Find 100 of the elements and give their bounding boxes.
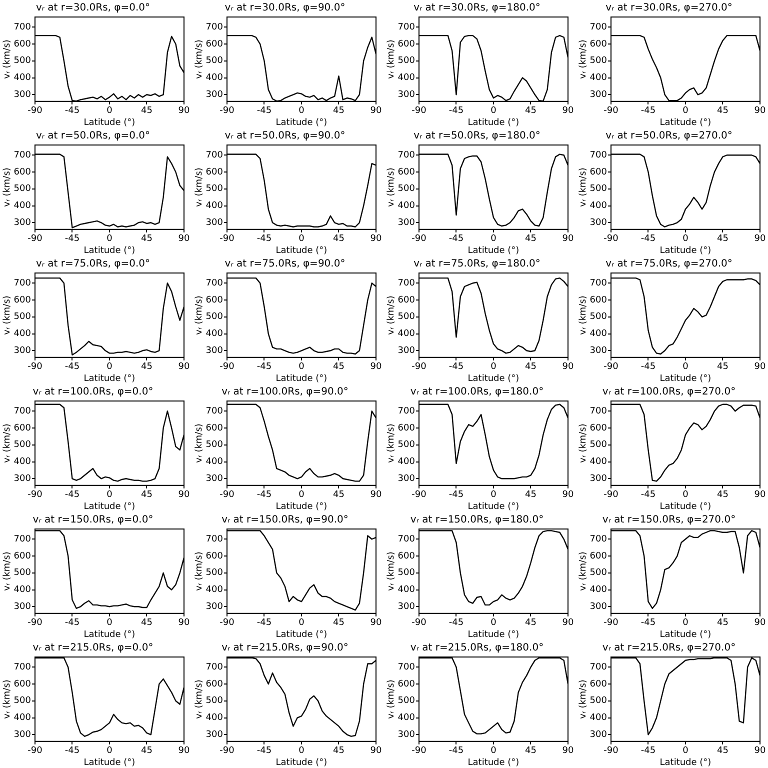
x-axis-title: Latitude (°) — [660, 374, 712, 384]
x-tick-label: -90 — [604, 490, 619, 500]
y-axis-title: vᵣ (km/s) — [194, 552, 205, 591]
y-axis-title: vᵣ (km/s) — [2, 680, 13, 719]
x-tick-label: 90 — [562, 490, 574, 500]
y-tick-label: 400 — [14, 585, 32, 596]
x-tick-label: 45 — [525, 234, 536, 244]
x-tick-label: 45 — [141, 618, 152, 628]
y-tick-label: 300 — [206, 90, 224, 100]
x-tick-label: 45 — [141, 746, 152, 756]
y-axis-title: vᵣ (km/s) — [2, 40, 13, 79]
y-tick-label: 300 — [590, 602, 608, 612]
x-tick-label: -45 — [448, 106, 464, 116]
chart-title: vᵣ at r=215.0Rs, φ=180.0° — [410, 642, 544, 654]
x-tick-label: 90 — [754, 106, 766, 116]
x-tick-label: 45 — [141, 362, 152, 372]
x-axis-title: Latitude (°) — [468, 630, 520, 640]
y-tick-label: 500 — [398, 696, 416, 706]
y-tick-label: 500 — [590, 184, 608, 194]
x-tick-label: 90 — [754, 234, 766, 244]
x-tick-label: -90 — [28, 106, 43, 116]
y-tick-label: 700 — [398, 406, 416, 416]
y-tick-label: 300 — [14, 474, 32, 484]
x-axis-title: Latitude (°) — [660, 502, 712, 512]
x-tick-label: 0 — [490, 490, 497, 500]
x-tick-label: 90 — [178, 490, 190, 500]
y-tick-label: 300 — [398, 218, 416, 228]
x-tick-label: -90 — [28, 618, 43, 628]
y-axis-title: vᵣ (km/s) — [2, 296, 13, 335]
x-tick-label: -90 — [604, 618, 619, 628]
chart-title: vᵣ at r=75.0Rs, φ=180.0° — [414, 258, 540, 270]
x-tick-label: 0 — [490, 746, 497, 756]
x-tick-label: -45 — [640, 746, 656, 756]
y-tick-label: 600 — [590, 423, 608, 434]
y-tick-label: 500 — [590, 440, 608, 450]
y-tick-label: 300 — [398, 90, 416, 100]
y-tick-label: 300 — [590, 90, 608, 100]
y-tick-label: 300 — [14, 218, 32, 228]
x-tick-label: 45 — [525, 362, 536, 372]
y-tick-label: 700 — [14, 22, 32, 32]
x-tick-label: -45 — [256, 106, 272, 116]
x-tick-label: 45 — [333, 618, 344, 628]
y-axis-title: vᵣ (km/s) — [386, 680, 397, 719]
x-axis-title: Latitude (°) — [468, 246, 520, 256]
chart-title: vᵣ at r=50.0Rs, φ=270.0° — [606, 130, 732, 142]
y-axis-title: vᵣ (km/s) — [578, 296, 589, 335]
x-tick-label: 90 — [370, 746, 382, 756]
x-tick-label: -45 — [256, 362, 272, 372]
x-axis-title: Latitude (°) — [660, 758, 712, 768]
x-tick-label: 90 — [562, 234, 574, 244]
x-tick-label: -45 — [448, 362, 464, 372]
y-axis-title: vᵣ (km/s) — [194, 424, 205, 463]
y-tick-label: 700 — [206, 534, 224, 544]
y-axis-title: vᵣ (km/s) — [2, 552, 13, 591]
x-tick-label: 45 — [525, 106, 536, 116]
y-tick-label: 600 — [206, 423, 224, 434]
chart-title: vᵣ at r=150.0Rs, φ=0.0° — [32, 514, 154, 526]
y-tick-label: 300 — [14, 90, 32, 100]
x-axis-title: Latitude (°) — [276, 758, 328, 768]
x-tick-label: 90 — [562, 746, 574, 756]
y-tick-label: 400 — [398, 201, 416, 212]
chart-title: vᵣ at r=215.0Rs, φ=270.0° — [602, 642, 736, 654]
x-tick-label: -45 — [64, 106, 80, 116]
y-tick-label: 500 — [398, 184, 416, 194]
y-tick-label: 600 — [398, 167, 416, 178]
y-tick-label: 700 — [590, 150, 608, 160]
x-axis-title: Latitude (°) — [84, 246, 136, 256]
chart-title: vᵣ at r=100.0Rs, φ=270.0° — [602, 386, 736, 398]
y-tick-label: 400 — [206, 73, 224, 84]
y-tick-label: 400 — [398, 73, 416, 84]
y-tick-label: 300 — [206, 730, 224, 740]
y-tick-label: 600 — [590, 551, 608, 562]
y-tick-label: 700 — [14, 534, 32, 544]
x-tick-label: -45 — [256, 746, 272, 756]
x-tick-label: 90 — [370, 106, 382, 116]
y-tick-label: 500 — [398, 568, 416, 578]
x-tick-label: 90 — [754, 746, 766, 756]
x-tick-label: 90 — [562, 618, 574, 628]
x-tick-label: 45 — [333, 106, 344, 116]
chart-title: vᵣ at r=215.0Rs, φ=0.0° — [32, 642, 154, 654]
y-tick-label: 600 — [14, 39, 32, 50]
x-axis-title: Latitude (°) — [276, 118, 328, 128]
x-tick-label: -90 — [412, 234, 427, 244]
x-tick-label: 90 — [178, 618, 190, 628]
chart-title: vᵣ at r=100.0Rs, φ=90.0° — [222, 386, 348, 398]
x-tick-label: 90 — [370, 618, 382, 628]
x-tick-label: 90 — [562, 106, 574, 116]
x-tick-label: -45 — [448, 490, 464, 500]
x-axis-title: Latitude (°) — [276, 630, 328, 640]
y-tick-label: 600 — [14, 423, 32, 434]
x-tick-label: 0 — [682, 746, 689, 756]
x-tick-label: 0 — [298, 490, 305, 500]
x-tick-label: -90 — [604, 362, 619, 372]
y-tick-label: 600 — [206, 167, 224, 178]
y-tick-label: 500 — [398, 312, 416, 322]
y-tick-label: 500 — [14, 568, 32, 578]
x-tick-label: -45 — [640, 362, 656, 372]
y-axis-title: vᵣ (km/s) — [386, 168, 397, 207]
x-tick-label: 0 — [490, 106, 497, 116]
x-tick-label: 0 — [682, 234, 689, 244]
